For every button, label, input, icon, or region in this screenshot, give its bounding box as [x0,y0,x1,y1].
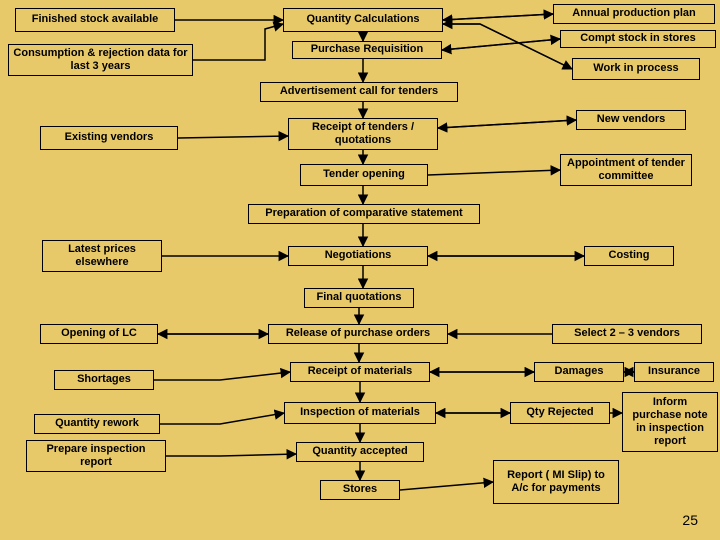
node-n32: Stores [320,480,400,500]
node-n30: Prepare inspection report [26,440,166,472]
node-n33: Report ( MI Slip) to A/c for payments [493,460,619,504]
node-n19: Opening of LC [40,324,158,344]
node-n31: Quantity accepted [296,442,424,462]
node-n27: Inspection of materials [284,402,436,424]
page-number: 25 [682,512,698,528]
node-n6: Compt stock in stores [560,30,716,48]
node-n20: Release of purchase orders [268,324,448,344]
node-n16: Negotiations [288,246,428,266]
node-n11: New vendors [576,110,686,130]
node-n22: Shortages [54,370,154,390]
node-n5: Purchase Requisition [292,41,442,59]
node-n4: Consumption & rejection data for last 3 … [8,44,193,76]
node-n26: Quantity rework [34,414,160,434]
node-n14: Preparation of comparative statement [248,204,480,224]
node-n24: Damages [534,362,624,382]
node-n13: Appointment of tender committee [560,154,692,186]
node-n12: Tender opening [300,164,428,186]
node-n25: Insurance [634,362,714,382]
node-n1: Finished stock available [15,8,175,32]
flowchart-canvas: 25 Finished stock available Quantity Calc… [0,0,720,540]
node-n18: Final quotations [304,288,414,308]
node-n29: Inform purchase note in inspection repor… [622,392,718,452]
node-n17: Costing [584,246,674,266]
node-n3: Annual production plan [553,4,715,24]
node-n23: Receipt of materials [290,362,430,382]
node-n28: Qty Rejected [510,402,610,424]
node-n21: Select 2 – 3 vendors [552,324,702,344]
node-n8: Advertisement call for tenders [260,82,458,102]
node-n15: Latest prices elsewhere [42,240,162,272]
node-n2: Quantity Calculations [283,8,443,32]
node-n9: Existing vendors [40,126,178,150]
node-n10: Receipt of tenders / quotations [288,118,438,150]
node-n7: Work in process [572,58,700,80]
